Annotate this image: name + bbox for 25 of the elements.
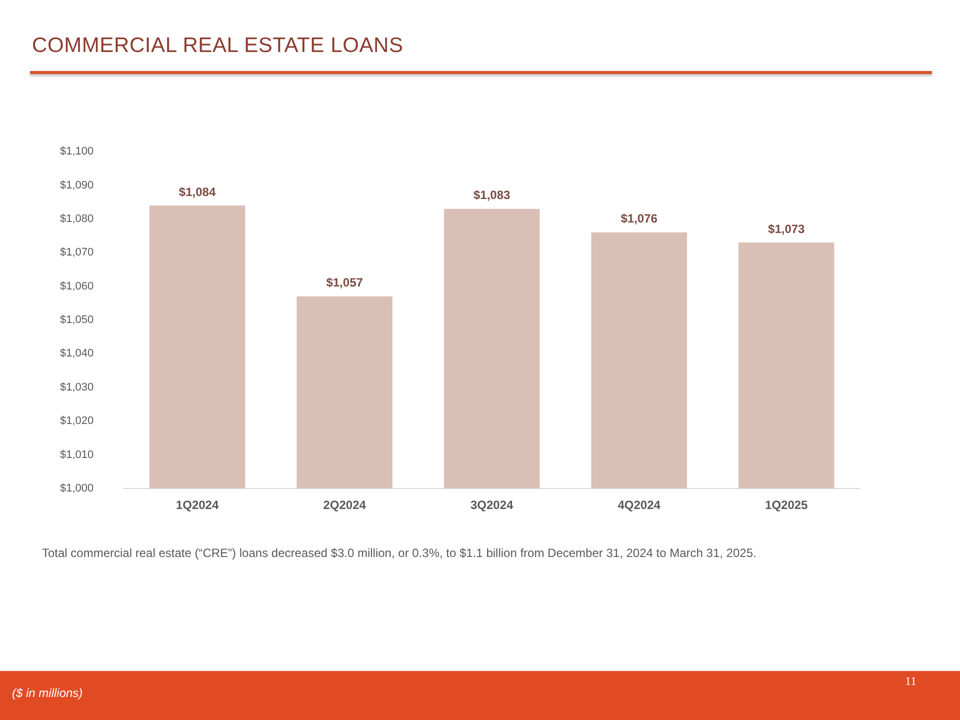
data-label: $1,073 <box>768 222 806 236</box>
data-label: $1,076 <box>620 212 658 226</box>
y-tick-label: $1,030 <box>60 381 94 394</box>
x-tick-label: 4Q2024 <box>618 498 661 512</box>
data-label: $1,057 <box>326 276 364 290</box>
chart-title: COMMERCIAL REAL ESTATE LOANS <box>32 34 404 58</box>
y-tick-label: $1,070 <box>60 246 94 259</box>
y-tick-label: $1,010 <box>60 448 94 461</box>
text: 11 <box>905 674 917 689</box>
y-tick-label: $1,000 <box>60 482 94 494</box>
x-tick-label: 1Q2025 <box>765 498 808 512</box>
x-tick-label: 3Q2024 <box>470 498 514 512</box>
y-tick-label: $1,100 <box>60 146 94 158</box>
x-tick-label: 2Q2024 <box>323 498 366 512</box>
text: Total commercial real estate (“CRE”) loans decreased $3.0 million, or 0.3%, to $1.1 billion from December 31, 2024 to March 31, 2025. <box>42 546 756 560</box>
y-tick-label: $1,040 <box>60 348 94 360</box>
y-tick-label: $1,020 <box>60 415 94 428</box>
y-tick-label: $1,050 <box>60 314 94 326</box>
data-label: $1,083 <box>473 188 510 202</box>
data-label: $1,084 <box>178 184 216 199</box>
text: ($ in millions) <box>12 686 83 700</box>
x-tick-label: 1Q2024 <box>176 498 219 512</box>
y-tick-label: $1,080 <box>60 212 94 225</box>
y-tick-label: $1,060 <box>60 280 94 292</box>
y-tick-label: $1,090 <box>60 179 94 192</box>
